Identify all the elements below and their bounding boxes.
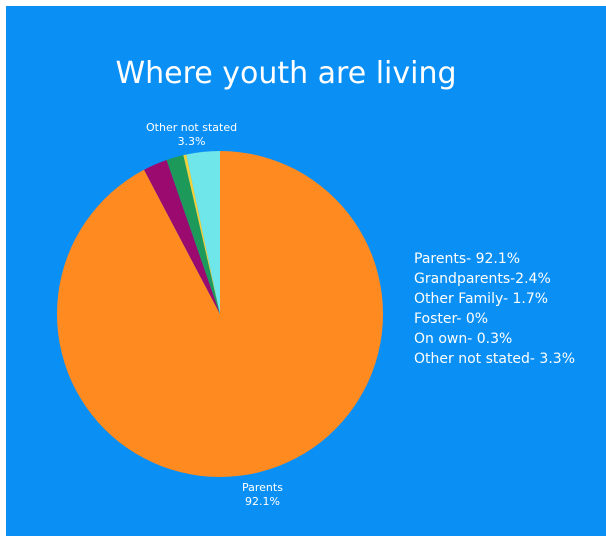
- data-label-parents: Parents 92.1%: [242, 481, 283, 509]
- data-label-other-not-stated-name: Other not stated: [146, 121, 238, 134]
- chart-title: Where youth are living: [115, 56, 457, 91]
- pie-slice-parents: [56, 151, 383, 477]
- chart-frame: Where youth are living Other not stated …: [6, 6, 606, 536]
- pie-slice-other-family: [166, 155, 220, 314]
- legend-item-foster: Foster- 0%: [414, 311, 489, 327]
- legend-item-grandparents: Grandparents-2.4%: [414, 271, 551, 287]
- legend-item-on-own: On own- 0.3%: [414, 331, 513, 347]
- legend-item-other-family: Other Family- 1.7%: [414, 291, 549, 307]
- pie-slice-other-not-stated: [186, 151, 220, 314]
- data-label-other-not-stated: Other not stated 3.3%: [146, 121, 237, 149]
- legend-item-other-not-stated: Other not stated- 3.3%: [414, 351, 575, 367]
- data-label-parents-value: 92.1%: [245, 495, 280, 508]
- data-label-other-not-stated-value: 3.3%: [177, 135, 206, 148]
- data-label-parents-name: Parents: [242, 481, 283, 494]
- legend-item-parents: Parents- 92.1%: [414, 251, 521, 267]
- pie-slice-grandparents: [144, 159, 220, 314]
- pie-chart: [56, 151, 383, 477]
- pie-slice-on-own: [183, 154, 220, 314]
- chart-legend: Parents- 92.1% Grandparents-2.4% Other F…: [414, 249, 575, 369]
